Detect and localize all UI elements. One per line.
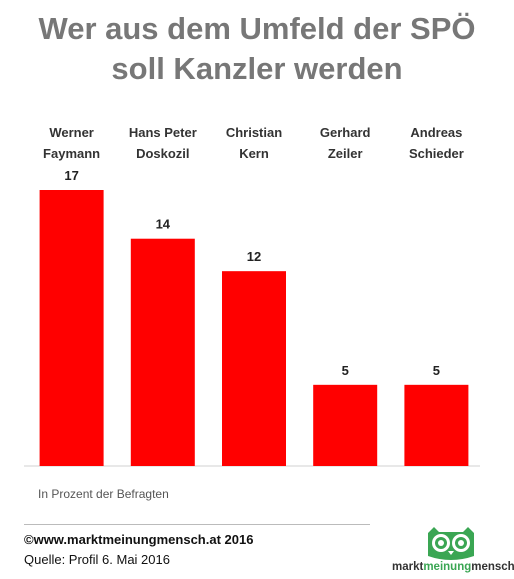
brand-logo: marktmeinungmensch: [392, 526, 514, 578]
category-label-2-line-2: Doskozil: [136, 146, 189, 161]
category-label-4-line-2: Zeiler: [328, 146, 363, 161]
bar-2: [130, 238, 195, 466]
logo-text-markt: markt: [392, 561, 424, 573]
category-label-5-line-1: Andreas: [410, 125, 462, 140]
bar-1: [39, 190, 104, 466]
bar-3: [222, 271, 286, 466]
category-label-1-line-2: Faymann: [43, 146, 100, 161]
logo-text-meinung: meinung: [423, 561, 472, 573]
category-label-2-line-1: Hans Peter: [129, 125, 197, 140]
data-label-1: 17: [64, 168, 78, 183]
category-label-3-line-2: Kern: [239, 146, 269, 161]
data-label-4: 5: [342, 363, 349, 378]
logo-wordmark: marktmeinungmensch: [392, 561, 514, 573]
source-text: Quelle: Profil 6. Mai 2016: [24, 552, 170, 567]
category-label-1-line-1: Werner: [49, 125, 94, 140]
category-label-5-line-2: Schieder: [409, 146, 464, 161]
chart-title-line-2: soll Kanzler werden: [111, 51, 403, 86]
chart-title-line-1: Wer aus dem Umfeld der SPÖ: [38, 11, 476, 46]
bar-4: [313, 384, 378, 466]
category-label-4-line-1: Gerhard: [320, 125, 371, 140]
bar-chart: 17 Werner Faymann 14 Hans Peter Doskozil 12 Chr…: [24, 125, 480, 467]
copyright-text: ©www.marktmeinungmensch.at 2016: [24, 532, 254, 547]
data-label-3: 12: [247, 249, 261, 264]
footer-divider: [24, 524, 370, 525]
bar-5: [404, 384, 469, 466]
data-label-2: 14: [156, 217, 171, 232]
category-label-3-line-1: Christian: [226, 125, 282, 140]
chart-note: In Prozent der Befragten: [38, 487, 169, 501]
owl-icon: [428, 527, 474, 560]
logo-text-mensch: mensch: [471, 561, 514, 573]
data-label-5: 5: [433, 363, 440, 378]
